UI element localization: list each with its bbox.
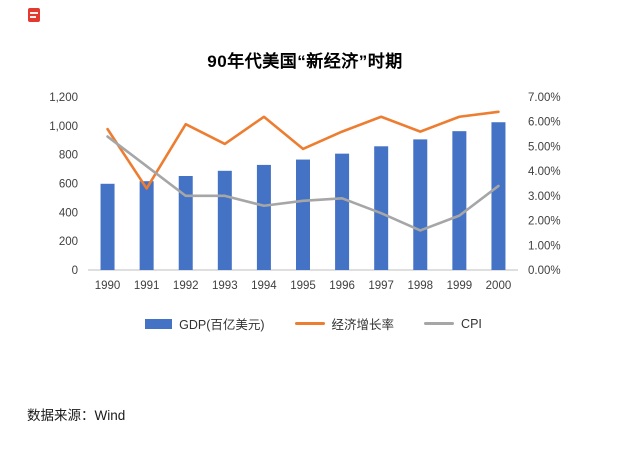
legend-label-cpi: CPI bbox=[461, 316, 482, 331]
data-source-note: 数据来源：Wind bbox=[27, 408, 126, 423]
chart-canvas: 0 200 400 600 800 1,000 1,200 0.00% 1.00% 2.00% 3.… bbox=[49, 92, 561, 292]
svg-text:1,200: 1,200 bbox=[49, 92, 78, 104]
svg-text:1996: 1996 bbox=[329, 280, 355, 292]
svg-text:1993: 1993 bbox=[212, 280, 238, 292]
legend-item-cpi: CPI bbox=[424, 317, 482, 331]
svg-text:1998: 1998 bbox=[407, 280, 433, 292]
legend-swatch-gdp-bar bbox=[145, 318, 173, 329]
chart-legend: GDP(百亿美元) 经济增长率 CPI bbox=[0, 314, 627, 333]
svg-text:2000: 2000 bbox=[486, 280, 512, 292]
svg-text:3.00%: 3.00% bbox=[528, 191, 561, 203]
svg-text:400: 400 bbox=[59, 207, 78, 219]
svg-text:0: 0 bbox=[72, 265, 78, 277]
svg-text:200: 200 bbox=[59, 236, 78, 248]
svg-text:1994: 1994 bbox=[251, 280, 277, 292]
svg-text:1,000: 1,000 bbox=[49, 121, 78, 133]
svg-text:6.00%: 6.00% bbox=[528, 117, 561, 129]
svg-text:1.00%: 1.00% bbox=[528, 240, 561, 252]
legend-swatch-cpi-line bbox=[424, 321, 455, 326]
svg-text:1990: 1990 bbox=[95, 280, 121, 292]
svg-text:1991: 1991 bbox=[134, 280, 160, 292]
chart-title: 90年代美国“新经济”时期 bbox=[207, 52, 403, 71]
svg-text:7.00%: 7.00% bbox=[528, 92, 561, 104]
svg-text:1992: 1992 bbox=[173, 280, 199, 292]
svg-text:1999: 1999 bbox=[447, 280, 473, 292]
svg-text:600: 600 bbox=[59, 179, 78, 191]
legend-item-gdp: GDP(百亿美元) bbox=[145, 314, 265, 333]
legend-label-gdp: GDP(百亿美元) bbox=[179, 318, 265, 332]
svg-text:5.00%: 5.00% bbox=[528, 141, 561, 153]
svg-text:800: 800 bbox=[59, 150, 78, 162]
svg-text:1997: 1997 bbox=[368, 280, 394, 292]
svg-text:0.00%: 0.00% bbox=[528, 265, 561, 277]
red-badge-icon bbox=[28, 8, 40, 22]
legend-label-growth-rate: 经济增长率 bbox=[331, 318, 395, 332]
legend-swatch-growth-line bbox=[294, 321, 325, 326]
legend-item-growth-rate: 经济增长率 bbox=[294, 314, 395, 333]
svg-text:1995: 1995 bbox=[290, 280, 316, 292]
svg-text:4.00%: 4.00% bbox=[528, 166, 561, 178]
svg-text:2.00%: 2.00% bbox=[528, 216, 561, 228]
